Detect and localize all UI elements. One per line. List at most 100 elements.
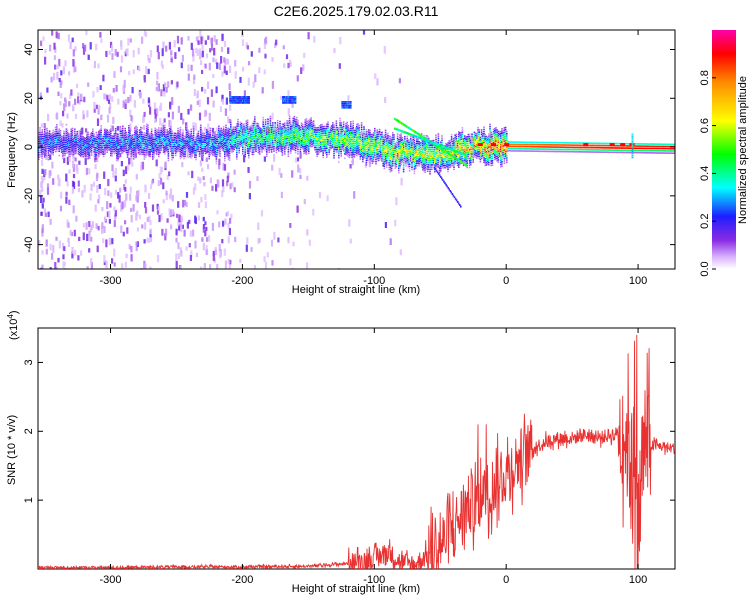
spectrogram-cell [185, 192, 189, 198]
spectrogram-cell [80, 155, 82, 157]
spectrogram-cell [304, 132, 306, 134]
spectrogram-cell [335, 151, 338, 153]
spectrogram-cell [358, 144, 360, 147]
spectrogram-cell [317, 135, 320, 138]
spectrogram-cell [40, 153, 42, 156]
spectrogram-cell [203, 132, 206, 135]
spectrogram-cell [333, 130, 335, 133]
spectrogram-cell [336, 137, 339, 140]
spectrogram-cell [392, 149, 394, 152]
spectrogram-cell [95, 153, 98, 156]
spectrogram-cell [58, 154, 60, 157]
spectrogram-cell [358, 131, 360, 133]
spectrogram-cell [234, 130, 237, 133]
spectrogram-cell [84, 150, 87, 153]
spectrogram-cell [95, 145, 98, 147]
spectrogram-cell [239, 258, 242, 263]
spectrogram-cell [39, 189, 42, 197]
spectrogram-cell [330, 142, 333, 145]
spectrogram-cell [157, 52, 160, 60]
spectrogram-cell [176, 135, 178, 138]
spectrogram-cell [154, 142, 156, 145]
spectrogram-cell [225, 137, 227, 140]
spectrogram-cell [426, 142, 429, 144]
spectrogram-cell [67, 222, 70, 228]
spectrogram-cell [234, 135, 237, 137]
spectrogram-cell [197, 141, 200, 144]
spectrogram-cell [170, 224, 173, 230]
spectrogram-cell [358, 138, 360, 140]
spectrogram-cell [99, 142, 101, 145]
spectrogram-cell [161, 135, 164, 137]
spectrogram-cell [184, 146, 186, 149]
spectrogram-cell [366, 155, 369, 157]
spectrogram-cell [399, 147, 401, 150]
spectrogram-cell [246, 150, 249, 152]
spectrogram-cell [53, 131, 56, 133]
spectrogram-cell [42, 135, 45, 138]
spectrogram-cell [328, 151, 330, 153]
spectrogram-cell [238, 134, 240, 136]
spectrogram-cell [254, 144, 256, 147]
spectrogram-cell [182, 199, 185, 208]
spectrogram-cell [204, 40, 207, 45]
spectrogram-cell [74, 132, 76, 135]
spectrogram-cell [326, 195, 329, 202]
spectrogram-cell [395, 163, 398, 166]
spectrogram-cell [182, 132, 184, 135]
spectrogram-cell [291, 102, 294, 108]
spectrogram-cell [350, 136, 352, 138]
spectrogram-cell [351, 156, 353, 158]
spectrogram-cell [339, 130, 341, 133]
spectrogram-cell [354, 131, 357, 134]
spectrogram-cell [126, 156, 129, 158]
spectrogram-cell [86, 140, 88, 143]
spectrogram-cell [88, 153, 91, 159]
spectrogram-cell [193, 74, 196, 80]
spectrogram-cell [237, 127, 239, 130]
spectrogram-cell [106, 140, 108, 143]
spectrogram-cell [120, 225, 123, 234]
spectrogram-cell [340, 128, 342, 131]
spectrogram-cell [252, 131, 255, 134]
spectrogram-cell [69, 140, 71, 142]
spectrogram-cell [333, 150, 335, 153]
spectrogram-cell [287, 135, 290, 138]
spectrogram-cell [115, 85, 118, 92]
spectrogram-cell [189, 147, 191, 149]
spectrogram-cell [94, 136, 96, 138]
spectrogram-cell [116, 126, 119, 131]
spectrogram-cell [141, 131, 143, 134]
spectrogram-cell [425, 135, 428, 137]
spectrogram-cell [276, 126, 279, 129]
spectrogram-cell [130, 156, 133, 164]
spectrogram-cell [135, 243, 138, 252]
spectrogram-cell [201, 86, 204, 92]
spectrogram-cell [236, 131, 238, 134]
spectrogram-cell [382, 149, 384, 152]
spectrogram-cell [147, 54, 150, 61]
spectrogram-cell [149, 153, 152, 155]
spectrogram-cell [254, 149, 256, 151]
spectrogram-cell [280, 150, 282, 153]
spectrogram-cell [131, 141, 134, 143]
spectrogram-cell [213, 145, 215, 147]
spectrogram-cell [365, 142, 368, 144]
spectrogram-cell [57, 132, 59, 135]
spectrogram-cell [254, 133, 256, 136]
spectrogram-cell [41, 133, 44, 136]
spectrogram-cell [44, 133, 46, 135]
spectrogram-cell [320, 143, 322, 146]
spectrogram-cell [45, 154, 47, 157]
spectrogram-cell [135, 152, 137, 154]
spectrogram-cell [122, 132, 124, 134]
spectrogram-cell [86, 147, 88, 149]
spectrogram-cell [359, 158, 362, 160]
spectrogram-cell [360, 126, 363, 129]
spectrogram-cell [310, 134, 312, 137]
spectrogram-cell [189, 153, 191, 156]
spectrogram-cell [375, 152, 377, 154]
spectrogram-cell [353, 142, 356, 145]
spectrogram-cell [150, 132, 153, 135]
spectrogram-cell [71, 129, 74, 132]
